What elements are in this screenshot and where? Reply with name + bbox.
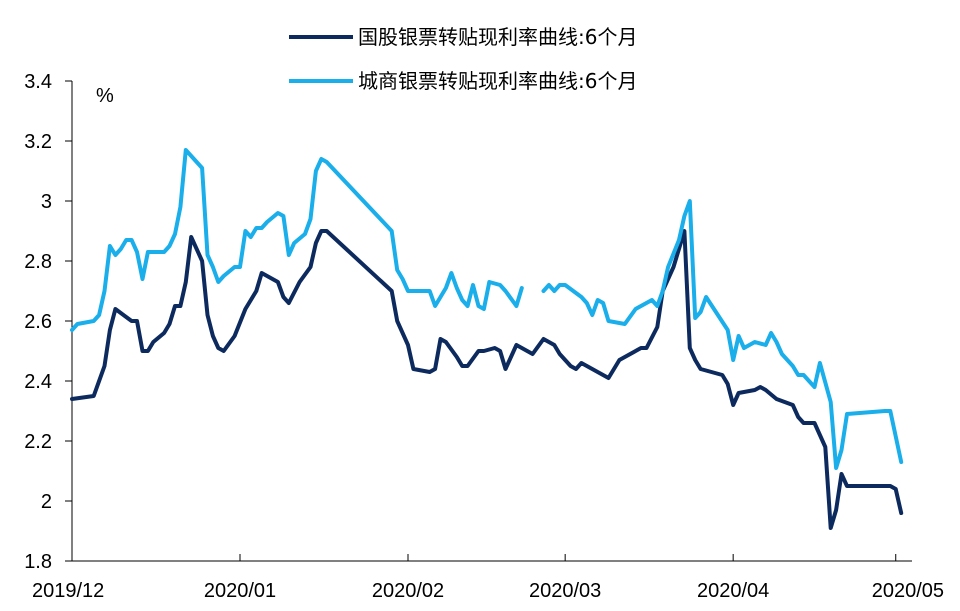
y-ticks: 3.4 3.2 3 2.8 2.6 2.4 2.2 2 1.8 xyxy=(24,71,72,573)
x-tick-label: 2020/03 xyxy=(529,580,601,602)
axes: 3.43.232.82.62.42.221.8 2019/12 2020/01 20… xyxy=(24,71,944,602)
x-tick-label: 2020/01 xyxy=(204,580,276,602)
series-group xyxy=(70,148,904,530)
x-tick-label: 2020/05 xyxy=(872,580,944,602)
series-line-2 xyxy=(70,148,904,470)
x-ticks: 2019/12 2020/01 2020/02 2020/03 2020/04 2020/… xyxy=(32,554,944,602)
y-tick-label: 3 xyxy=(41,191,52,213)
y-tick-label: 2.6 xyxy=(24,311,52,333)
y-tick-label: 3.4 xyxy=(24,71,52,93)
y-tick-label: 2 xyxy=(41,491,52,513)
x-tick-label: 2020/02 xyxy=(372,580,444,602)
x-tick-label: 2019/12 xyxy=(32,580,104,602)
x-tick-label: 2020/04 xyxy=(697,580,769,602)
legend-label-1: 国股银票转贴现利率曲线:6个月 xyxy=(358,25,637,49)
y-tick-label: 2.2 xyxy=(24,431,52,453)
y-unit-label: % xyxy=(96,85,114,107)
y-tick-label: 3.2 xyxy=(24,131,52,153)
y-tick-label: 1.8 xyxy=(24,551,52,573)
y-tick-label: 2.4 xyxy=(24,371,52,393)
legend-label-2: 城商银票转贴现利率曲线:6个月 xyxy=(358,69,637,93)
y-tick-label: 2.8 xyxy=(24,251,52,273)
series-line-1 xyxy=(70,229,904,530)
